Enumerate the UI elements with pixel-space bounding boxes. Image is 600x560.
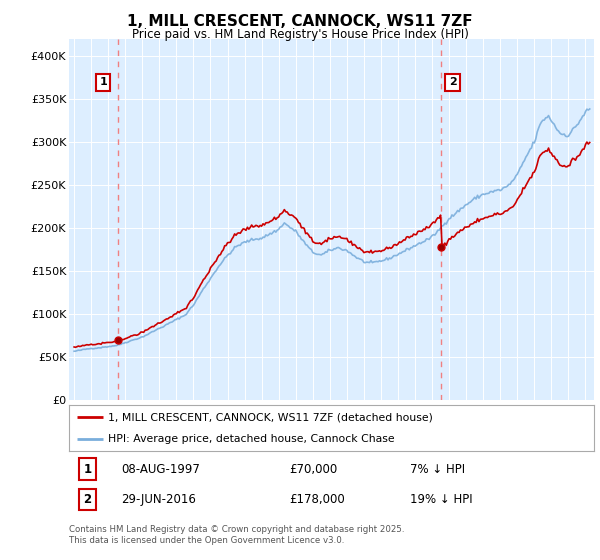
- Text: £70,000: £70,000: [290, 463, 338, 475]
- Text: 1: 1: [99, 77, 107, 87]
- Text: Contains HM Land Registry data © Crown copyright and database right 2025.
This d: Contains HM Land Registry data © Crown c…: [69, 525, 404, 545]
- Text: £178,000: £178,000: [290, 493, 345, 506]
- Text: 08-AUG-1997: 08-AUG-1997: [121, 463, 200, 475]
- Text: 19% ↓ HPI: 19% ↓ HPI: [410, 493, 473, 506]
- Text: 29-JUN-2016: 29-JUN-2016: [121, 493, 196, 506]
- Text: 1: 1: [83, 463, 91, 475]
- Text: 1, MILL CRESCENT, CANNOCK, WS11 7ZF: 1, MILL CRESCENT, CANNOCK, WS11 7ZF: [127, 14, 473, 29]
- Text: Price paid vs. HM Land Registry's House Price Index (HPI): Price paid vs. HM Land Registry's House …: [131, 28, 469, 41]
- Text: 2: 2: [449, 77, 457, 87]
- Text: 2: 2: [83, 493, 91, 506]
- Text: HPI: Average price, detached house, Cannock Chase: HPI: Average price, detached house, Cann…: [109, 435, 395, 444]
- Text: 7% ↓ HPI: 7% ↓ HPI: [410, 463, 466, 475]
- Text: 1, MILL CRESCENT, CANNOCK, WS11 7ZF (detached house): 1, MILL CRESCENT, CANNOCK, WS11 7ZF (det…: [109, 412, 433, 422]
